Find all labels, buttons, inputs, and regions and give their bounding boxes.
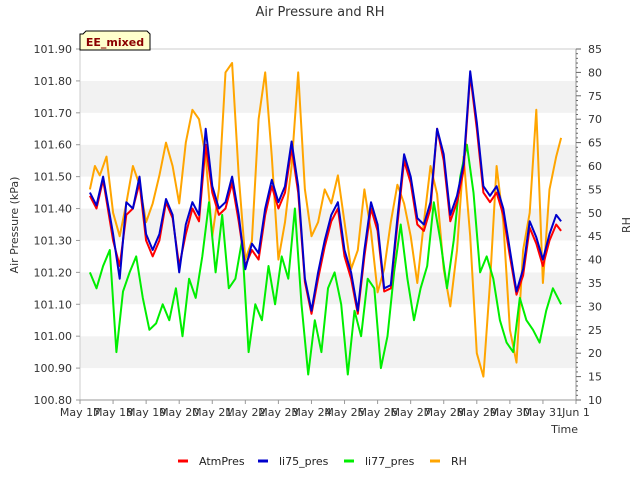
y-axis-right: 10 15 20 25 30 35 40 45 50 55 60 65 70 75 80 85 xyxy=(575,43,602,407)
y-tick-label: 101.90 xyxy=(34,43,73,56)
y-axis-title: Air Pressure (kPa) xyxy=(8,177,21,274)
x-tick-label: May 18 xyxy=(93,406,133,419)
x-tick-label: May 23 xyxy=(258,406,298,419)
y-axis-left: 100.80 100.90 101.00 101.10 101.20 101.30 101.… xyxy=(34,43,80,407)
y2-axis-title: RH xyxy=(620,217,633,233)
x-tick-label: May 24 xyxy=(291,406,331,419)
series-line-li77_pres xyxy=(88,143,562,376)
y2-tick-label: 25 xyxy=(588,324,602,337)
y2-tick-label: 45 xyxy=(588,230,602,243)
legend-label: RH xyxy=(451,455,467,468)
grid-band xyxy=(80,368,576,400)
y-tick-label: 101.10 xyxy=(34,298,73,311)
x-tick-label: May 17 xyxy=(60,406,100,419)
y2-tick-label: 80 xyxy=(588,66,602,79)
series-line-li75_pres xyxy=(89,70,562,312)
grid-band xyxy=(80,112,576,145)
y2-tick-label: 65 xyxy=(588,137,602,150)
x-tick-label: May 28 xyxy=(424,406,464,419)
y2-tick-label: 70 xyxy=(588,113,602,126)
legend-label: li75_pres xyxy=(279,455,329,468)
y2-tick-label: 60 xyxy=(588,160,602,173)
y2-tick-label: 35 xyxy=(588,277,602,290)
y2-tick-label: 15 xyxy=(588,371,602,384)
y-tick-label: 101.80 xyxy=(34,75,73,88)
series-line-RH xyxy=(88,62,563,378)
y2-tick-label: 50 xyxy=(588,207,602,220)
badge-box xyxy=(79,30,151,51)
legend: AtmPres li75_pres li77_pres RH xyxy=(178,455,467,468)
grid-band xyxy=(80,304,576,337)
badge: EE_mixed xyxy=(79,30,151,51)
y-tick-label: 101.40 xyxy=(34,203,73,216)
y-tick-label: 100.80 xyxy=(34,394,73,407)
x-tick-label: May 19 xyxy=(126,406,166,419)
y2-tick-label: 20 xyxy=(588,347,602,360)
x-tick-label: May 30 xyxy=(490,406,530,419)
grid-band xyxy=(80,240,576,273)
x-tick-label: May 27 xyxy=(391,406,431,419)
x-tick-label: May 22 xyxy=(225,406,265,419)
x-tick-label: May 21 xyxy=(192,406,232,419)
y-tick-label: 101.30 xyxy=(34,234,73,247)
legend-label: li77_pres xyxy=(365,455,415,468)
x-axis-title: Time xyxy=(550,423,578,436)
chart-title: Air Pressure and RH xyxy=(255,5,384,20)
grid-band xyxy=(80,336,576,369)
x-tick-label: Jun 1 xyxy=(561,406,590,419)
grid-band xyxy=(80,49,576,81)
grid-band xyxy=(80,144,576,177)
y2-tick-label: 85 xyxy=(588,43,602,56)
y2-tick-label: 55 xyxy=(588,183,602,196)
y2-tick-label: 10 xyxy=(588,394,602,407)
y-tick-label: 101.00 xyxy=(34,330,73,343)
plot-series xyxy=(88,62,563,378)
y2-tick-label: 40 xyxy=(588,254,602,267)
y-tick-label: 101.60 xyxy=(34,139,73,152)
x-tick-label: May 31 xyxy=(523,406,563,419)
y-tick-label: 101.70 xyxy=(34,107,73,120)
x-tick-label: May 25 xyxy=(324,406,364,419)
x-tick-label: May 26 xyxy=(357,406,397,419)
badge-label: EE_mixed xyxy=(86,36,144,49)
y-tick-label: 100.90 xyxy=(34,362,73,375)
x-tick-label: May 20 xyxy=(159,406,199,419)
series-line-AtmPres xyxy=(89,73,562,315)
grid-band xyxy=(80,80,576,113)
y2-tick-label: 75 xyxy=(588,90,602,103)
y-tick-label: 101.50 xyxy=(34,171,73,184)
legend-label: AtmPres xyxy=(199,455,245,468)
x-tick-label: May 29 xyxy=(457,406,497,419)
y-tick-label: 101.20 xyxy=(34,266,73,279)
y2-tick-label: 30 xyxy=(588,300,602,313)
